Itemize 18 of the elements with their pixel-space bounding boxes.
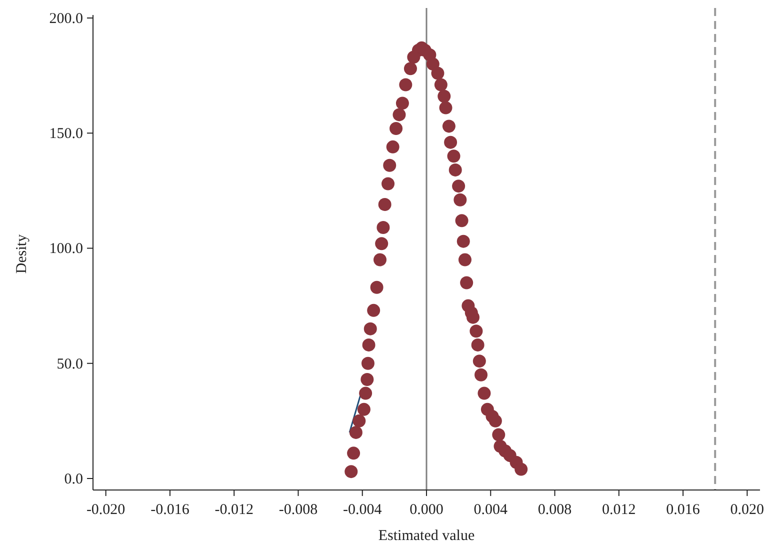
x-tick-label: -0.012 [214, 502, 254, 518]
x-tick-label: -0.020 [86, 502, 126, 518]
x-tick-label: 0.016 [666, 502, 700, 518]
x-tick-label: -0.016 [150, 502, 190, 518]
x-tick-label: 0.020 [730, 502, 764, 518]
y-tick-label: 0.0 [64, 471, 83, 488]
y-axis-title: Desity [14, 234, 30, 274]
x-tick-label: 0.004 [474, 502, 508, 518]
x-axis-title: Estimated value [378, 528, 475, 544]
y-tick-label: 200.0 [49, 11, 83, 27]
x-tick-label: 0.008 [538, 502, 572, 518]
x-tick-label: 0.000 [410, 502, 444, 518]
x-tick-label: 0.012 [602, 502, 636, 518]
x-tick-label: -0.008 [278, 502, 318, 518]
y-tick-label: 150.0 [49, 126, 83, 142]
y-tick-label: 50.0 [56, 356, 83, 372]
x-tick-label: -0.004 [342, 502, 382, 518]
y-tick-label: 100.0 [49, 241, 83, 258]
